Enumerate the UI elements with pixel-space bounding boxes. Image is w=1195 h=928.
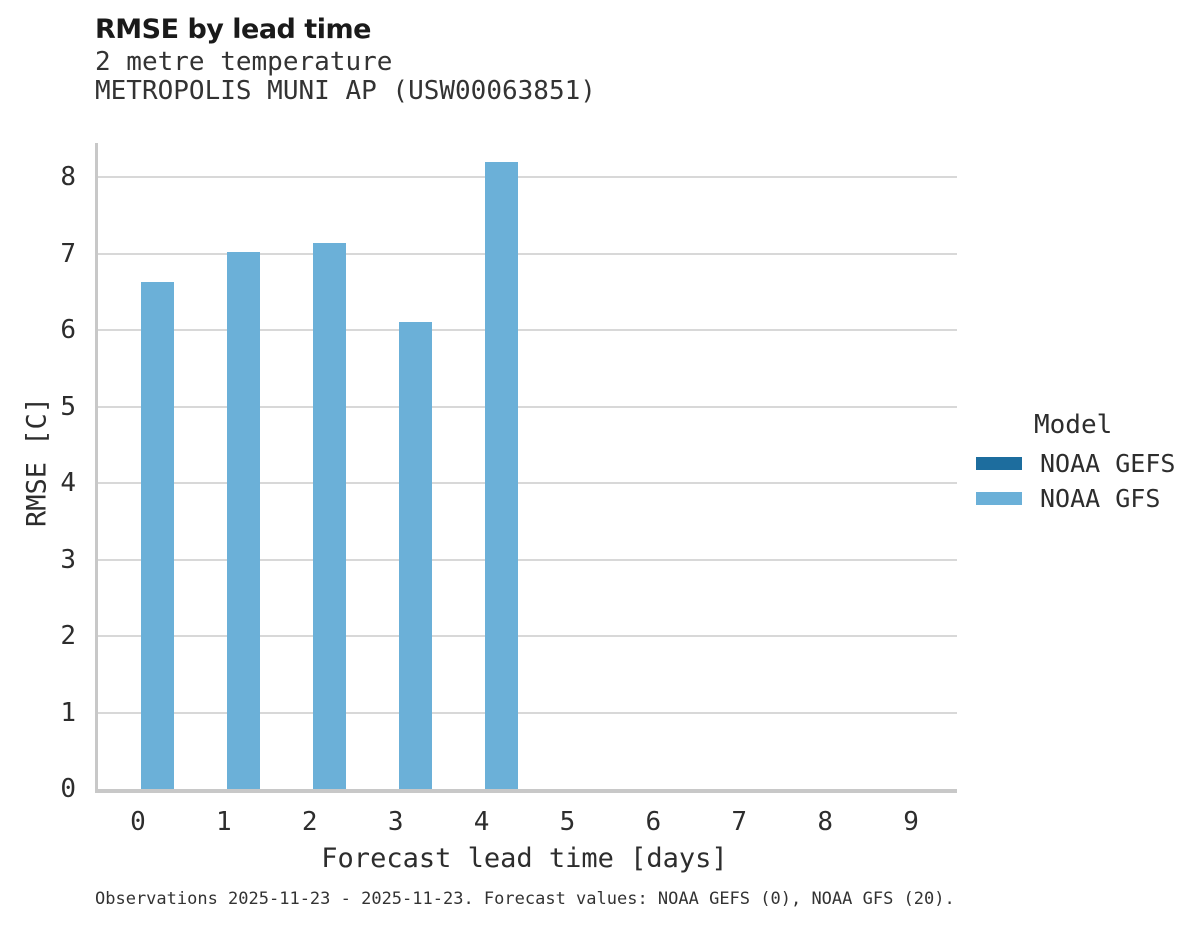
plot-area	[95, 143, 957, 793]
bar-noaa-gfs-lead-1	[226, 251, 261, 789]
gridline-y-6	[98, 329, 957, 332]
x-tick-label-1: 1	[216, 807, 232, 837]
y-tick-label-3: 3	[60, 544, 76, 575]
x-tick-label-9: 9	[903, 807, 919, 837]
y-tick-label-6: 6	[60, 315, 76, 346]
chart-title: RMSE by lead time	[95, 14, 371, 45]
footer-caption: Observations 2025-11-23 - 2025-11-23. Fo…	[95, 889, 955, 909]
y-tick-label-0: 0	[60, 774, 76, 804]
x-tick-label-7: 7	[731, 807, 748, 837]
gridline-y-4	[98, 482, 957, 485]
x-tick-label-6: 6	[645, 807, 662, 837]
x-tick-label-8: 8	[817, 807, 833, 837]
x-tick-label-5: 5	[559, 807, 576, 837]
gridline-y-7	[98, 252, 957, 255]
gridline-y-1	[98, 711, 957, 714]
y-tick-label-5: 5	[60, 391, 76, 422]
x-tick-label-3: 3	[387, 807, 404, 837]
bar-noaa-gfs-lead-0	[140, 282, 175, 789]
x-tick-label-4: 4	[473, 807, 490, 837]
x-axis-label: Forecast lead time [days]	[321, 843, 728, 874]
legend-label-noaa-gefs: NOAA GEFS	[1040, 449, 1176, 478]
x-tick-label-2: 2	[301, 807, 318, 837]
legend-swatch-noaa-gefs	[976, 457, 1022, 470]
y-tick-label-1: 1	[60, 697, 76, 728]
chart-subtitle: 2 metre temperature METROPOLIS MUNI AP (U…	[95, 48, 596, 106]
gridline-y-2	[98, 635, 957, 638]
legend-title: Model	[1034, 410, 1113, 440]
legend-label-noaa-gfs: NOAA GFS	[1040, 484, 1161, 513]
bar-noaa-gfs-lead-3	[398, 321, 433, 789]
subtitle-line-1: 2 metre temperature	[95, 47, 393, 77]
legend: Model NOAA GEFS NOAA GFS	[976, 412, 1191, 516]
bar-noaa-gfs-lead-2	[312, 243, 347, 789]
legend-entry-noaa-gefs: NOAA GEFS	[976, 446, 1191, 481]
y-tick-label-4: 4	[60, 468, 76, 499]
legend-entry-noaa-gfs: NOAA GFS	[976, 481, 1191, 516]
y-tick-label-2: 2	[60, 621, 76, 652]
subtitle-line-2: METROPOLIS MUNI AP (USW00063851)	[95, 76, 596, 106]
y-tick-label-8: 8	[60, 162, 76, 193]
x-tick-label-0: 0	[130, 807, 146, 837]
gridline-y-8	[98, 176, 957, 179]
gridline-y-3	[98, 558, 957, 561]
gridline-y-5	[98, 405, 957, 408]
y-tick-label-7: 7	[60, 238, 76, 269]
bar-noaa-gfs-lead-4	[484, 162, 519, 789]
legend-swatch-noaa-gfs	[976, 492, 1022, 505]
